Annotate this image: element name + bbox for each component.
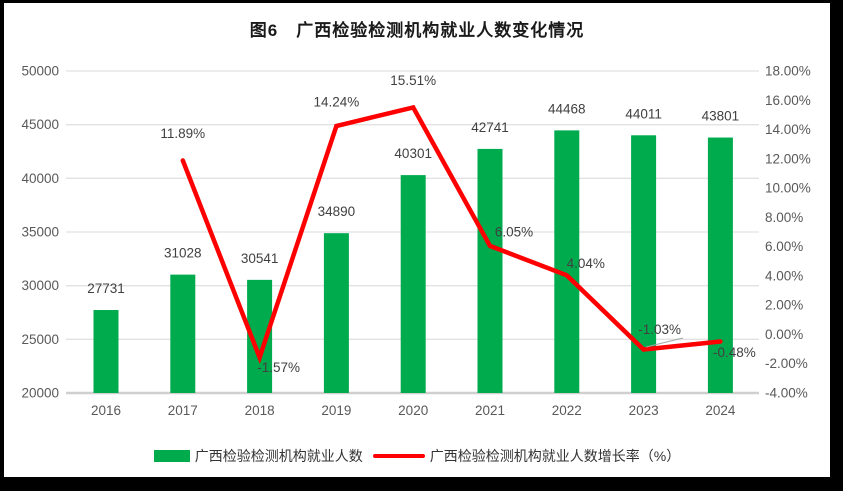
bar-2016 — [93, 310, 119, 393]
bar-value-label-2018: 30541 — [241, 251, 279, 266]
bar-2019 — [323, 233, 349, 393]
left-axis-tick-label: 35000 — [21, 225, 59, 240]
legend-bar-swatch-icon — [153, 450, 190, 462]
bar-value-label-2017: 31028 — [164, 246, 202, 261]
right-axis-tick-label: -2.00% — [765, 356, 808, 371]
right-axis-tick-label: -4.00% — [765, 386, 808, 401]
x-axis-label-2024: 2024 — [705, 403, 736, 418]
bar-2022 — [554, 130, 580, 393]
bar-value-label-2020: 40301 — [394, 146, 432, 161]
right-axis-tick-label: 16.00% — [765, 93, 811, 108]
growth-rate-label-2023: -1.03% — [638, 322, 681, 337]
left-axis-tick-label: 25000 — [21, 332, 59, 347]
right-axis-tick-label: 0.00% — [765, 327, 803, 342]
growth-rate-label-2024: -0.48% — [713, 345, 756, 360]
bar-value-label-2022: 44468 — [548, 101, 586, 116]
growth-rate-label-2019: 14.24% — [314, 95, 360, 110]
left-axis-tick-label: 20000 — [21, 386, 59, 401]
left-axis-tick-label: 40000 — [21, 171, 59, 186]
x-axis-label-2020: 2020 — [398, 403, 428, 418]
right-axis-tick-label: 6.00% — [765, 239, 803, 254]
growth-rate-label-2018: -1.57% — [257, 360, 300, 375]
right-axis-tick-label: 10.00% — [765, 181, 811, 196]
x-axis-label-2016: 2016 — [91, 403, 121, 418]
left-axis-tick-label: 50000 — [21, 64, 59, 79]
x-axis-label-2021: 2021 — [475, 403, 505, 418]
bar-value-label-2021: 42741 — [471, 120, 509, 135]
right-axis-tick-label: 14.00% — [765, 122, 811, 137]
chart-canvas: 图6 广西检验检测机构就业人数变化情况 50000 45000 40000 35000… — [4, 3, 830, 477]
right-axis-tick-label: 4.00% — [765, 268, 803, 283]
growth-rate-line — [180, 104, 723, 365]
left-axis-tick-label: 45000 — [21, 117, 59, 132]
right-axis-tick-label: 12.00% — [765, 151, 811, 166]
legend-label-growth-rate: 广西检验检测机构就业人数增长率（%） — [429, 448, 681, 464]
left-axis-tick-label: 30000 — [21, 278, 59, 293]
legend-label-employment: 广西检验检测机构就业人数 — [194, 448, 363, 464]
right-axis-tick-label: 18.00% — [765, 64, 811, 79]
bar-2021 — [477, 148, 503, 393]
bar-2024 — [707, 137, 733, 393]
x-axis-label-2022: 2022 — [552, 403, 582, 418]
bar-value-label-2019: 34890 — [318, 204, 356, 219]
bar-2020 — [400, 175, 426, 393]
x-axis-label-2018: 2018 — [245, 403, 275, 418]
growth-rate-label-2017: 11.89% — [160, 126, 205, 141]
x-axis-label-2017: 2017 — [168, 403, 198, 418]
x-axis-label-2019: 2019 — [321, 403, 351, 418]
plot-area: 50000 45000 40000 35000 30000 25000 20000 18.00… — [21, 64, 811, 419]
growth-rate-label-2022: 4.04% — [567, 256, 605, 271]
chart-title: 图6 广西检验检测机构就业人数变化情况 — [249, 21, 585, 40]
bar-2023 — [631, 135, 657, 394]
bar-value-label-2016: 27731 — [87, 281, 125, 296]
legend-item-growth-rate: 广西检验检测机构就业人数增长率（%） — [367, 446, 680, 466]
bar-2017 — [170, 274, 196, 393]
growth-rate-label-2021: 6.05% — [495, 224, 533, 239]
bar-value-label-2023: 44011 — [625, 106, 662, 121]
bar-value-label-2024: 43801 — [702, 109, 740, 124]
legend-item-employment: 广西检验检测机构就业人数 — [153, 446, 363, 466]
legend: 广西检验检测机构就业人数 广西检验检测机构就业人数增长率（%） — [4, 446, 830, 466]
growth-rate-label-2020: 15.51% — [390, 73, 436, 88]
right-axis-tick-label: 8.00% — [765, 210, 803, 225]
legend-line-swatch-icon — [372, 453, 425, 459]
right-axis-tick-label: 2.00% — [765, 298, 803, 313]
x-axis-label-2023: 2023 — [629, 403, 659, 418]
leader-line — [645, 337, 684, 348]
